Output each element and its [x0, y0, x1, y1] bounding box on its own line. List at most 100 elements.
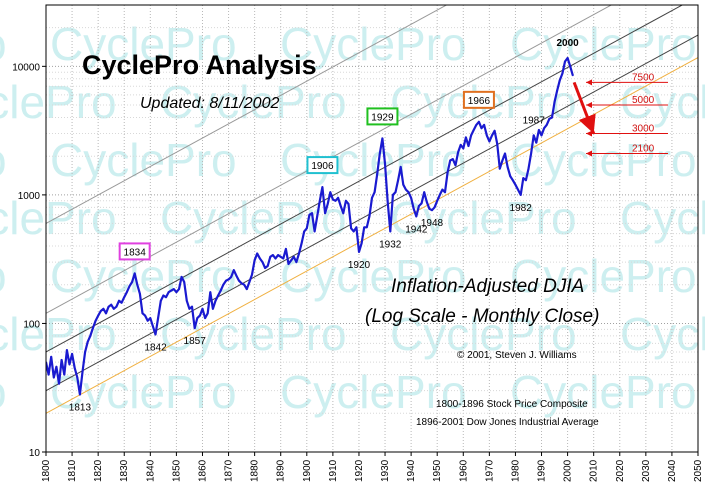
series-point — [431, 209, 433, 212]
series-point — [144, 314, 147, 317]
series-point — [136, 283, 139, 286]
peak-label: 1987 — [523, 115, 546, 126]
x-tick-label: 1870 — [224, 459, 235, 482]
series-point — [525, 179, 527, 182]
peak-box — [306, 156, 339, 175]
series-point — [285, 248, 287, 250]
series-point — [436, 199, 439, 202]
series-point — [89, 335, 92, 337]
x-tick-label: 1910 — [328, 459, 339, 482]
series-point — [92, 327, 94, 329]
series-point — [204, 317, 207, 319]
series-point — [365, 226, 368, 229]
series-point — [493, 129, 496, 132]
series-point — [209, 291, 212, 294]
watermark-text: CyclePro — [280, 250, 467, 302]
series-point — [558, 79, 561, 82]
series-point — [141, 312, 144, 315]
source-text-2: 1896-2001 Dow Jones Industrial Average — [416, 417, 599, 428]
series-point — [76, 376, 79, 379]
x-tick-label: 1940 — [406, 459, 417, 482]
series-point — [381, 137, 384, 140]
watermark-text: CyclePro — [620, 192, 705, 244]
series-point — [154, 333, 157, 336]
y-tick-label: 1000 — [18, 191, 41, 202]
trough-label: 1942 — [405, 224, 428, 235]
peak-box — [118, 242, 151, 261]
series-point — [287, 263, 290, 265]
series-point — [535, 141, 538, 144]
series-point — [128, 285, 131, 288]
series-point — [73, 367, 76, 369]
series-point — [394, 191, 397, 194]
series-point — [47, 373, 50, 376]
series-point — [112, 307, 115, 310]
series-point — [172, 288, 175, 290]
series-point — [324, 212, 326, 215]
peak-box — [462, 90, 495, 109]
source-text-1: 1800-1896 Stock Price Composite — [436, 399, 588, 410]
series-point — [548, 118, 551, 120]
series-point — [245, 288, 248, 290]
series-point — [556, 89, 559, 92]
series-point — [355, 226, 358, 229]
series-point — [222, 283, 225, 286]
watermark-text: CyclePro — [510, 134, 697, 186]
series-point — [196, 317, 199, 319]
series-point — [305, 227, 308, 230]
series-point — [110, 303, 113, 306]
trough-label: 1857 — [184, 336, 207, 347]
series-point — [485, 134, 488, 137]
series-point — [264, 267, 266, 269]
series-point — [472, 129, 475, 131]
series-point — [300, 242, 303, 245]
series-point — [397, 179, 399, 182]
series-point — [345, 199, 347, 202]
series-point — [303, 230, 306, 233]
series-point — [238, 279, 240, 282]
series-point — [316, 215, 319, 218]
channel-line — [46, 34, 698, 392]
channel-line — [46, 5, 684, 353]
series-point — [290, 259, 293, 262]
watermark-text: CyclePro — [0, 18, 7, 70]
watermark-text: CyclePro — [390, 192, 577, 244]
peak-label: 1966 — [468, 96, 491, 107]
series-point — [571, 74, 574, 77]
series-point — [240, 282, 243, 285]
series-point — [530, 152, 532, 155]
series-point — [52, 376, 55, 379]
series-point — [532, 134, 535, 137]
x-tick-label: 1920 — [354, 459, 365, 482]
main-label-line-2: (Log Scale - Monthly Close) — [365, 306, 599, 327]
trough-label: 1842 — [144, 343, 167, 354]
series-point — [175, 291, 178, 294]
series-point — [511, 179, 514, 182]
projection: 7500 5000 3000 2100 — [572, 72, 668, 157]
y-tick-label: 10 — [29, 448, 41, 459]
series-point — [199, 314, 201, 317]
series-point — [149, 317, 152, 319]
series-point — [162, 294, 165, 297]
series-point — [118, 299, 120, 302]
series-point — [347, 203, 350, 205]
series-point — [248, 281, 251, 283]
series-point — [282, 257, 285, 260]
x-tick-label: 2000 — [563, 459, 574, 482]
series-point — [389, 230, 392, 233]
series-point — [342, 212, 345, 215]
x-tick-label: 1980 — [510, 459, 521, 482]
series-point — [58, 382, 60, 385]
series-point — [157, 317, 160, 319]
series-point — [467, 145, 470, 147]
x-tick-label: 1830 — [119, 459, 130, 482]
series-point — [363, 226, 366, 229]
series-point — [178, 288, 180, 290]
watermark-text: CyclePro — [620, 308, 705, 360]
series-point — [102, 307, 105, 310]
trough-label: 1982 — [510, 203, 533, 214]
trough-label: 1932 — [379, 239, 402, 250]
annotations: 1834 1906 1929 1966 1987 2000 1813 1842 1857 1920… — [69, 38, 579, 413]
x-tick-label: 1990 — [537, 459, 548, 482]
